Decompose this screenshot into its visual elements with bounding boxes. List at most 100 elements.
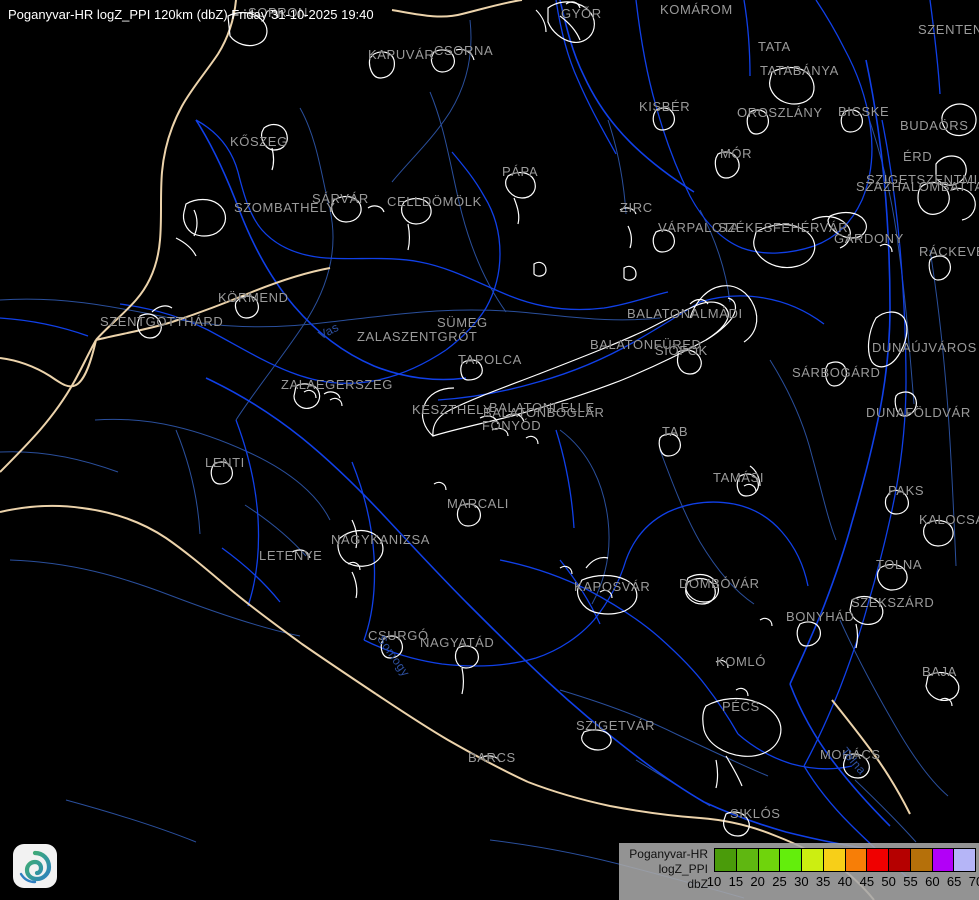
legend-tick-labels: 10 15 20 25 30 35 40 45 50 55 60 65 70 (707, 874, 979, 894)
legend-swatch (889, 849, 911, 871)
city-label: KOMÁROM (660, 2, 733, 17)
legend-tick: 60 (925, 874, 940, 889)
city-label: DUNAÚJVÁROS (872, 340, 977, 355)
city-label: SOPRON (248, 5, 308, 20)
legend-swatch (954, 849, 975, 871)
city-label: BUDAÖRS (900, 118, 969, 133)
city-label: SZÁZHALOMBATTA (856, 179, 979, 194)
city-label: TAB (662, 424, 689, 439)
city-label: ZALAEGERSZEG (281, 377, 393, 392)
city-label: CELLDÖMÖLK (387, 194, 482, 209)
legend-tick: 45 (859, 874, 875, 889)
city-label: SZENTGOTTHÁRD (100, 314, 224, 329)
city-label: ÉRD (903, 149, 933, 164)
city-label: NAGYATÁD (420, 635, 495, 650)
city-label: GYŐR (561, 6, 602, 21)
city-label: NAGYKANIZSA (331, 532, 431, 547)
major-rivers-layer (195, 0, 891, 851)
city-label: SZEKSZÁRD (851, 595, 935, 610)
legend-tick: 40 (837, 874, 853, 889)
city-label: KAPOSVÁR (574, 579, 651, 594)
legend-color-swatches (714, 848, 976, 872)
legend-swatch (736, 849, 759, 871)
city-label: SÁRBOGÁRD (792, 365, 881, 380)
city-label: SZOMBATHELY (234, 200, 336, 215)
legend-swatch (867, 849, 889, 871)
legend-tick: 50 (881, 874, 896, 889)
county-boundary-layer (0, 0, 941, 879)
legend-swatch (758, 849, 781, 871)
city-label: SZIGETVÁR (576, 718, 656, 733)
city-label: SZIGETSZENTMI (866, 172, 978, 187)
city-label: CSURGÓ (368, 628, 429, 643)
city-label: BICSKE (838, 104, 890, 119)
legend-tick: 65 (946, 874, 962, 889)
city-label: KAPUVÁR (368, 47, 435, 62)
city-label: ZALASZENTGRÓT (357, 329, 478, 344)
city-label: PÉCS (722, 699, 760, 714)
city-label: SÜMEG (437, 315, 488, 330)
legend-tick: 15 (728, 874, 744, 889)
legend-tick: 25 (772, 874, 787, 889)
national-border-layer (0, 0, 911, 900)
city-label: BALATONFÜRED (590, 337, 702, 352)
city-label: SIKLÓS (730, 806, 781, 821)
city-label: TAMÁSI (713, 470, 765, 485)
city-label: BALATONALMÁDI (627, 306, 743, 321)
legend-tick: 35 (815, 874, 831, 889)
legend-tick: 20 (750, 874, 765, 889)
city-label: VÁRPALOTA (658, 220, 740, 235)
legend-swatch (932, 849, 955, 871)
city-label: LETENYE (259, 548, 323, 563)
urban-area-layer (137, 1, 977, 837)
spiral-logo[interactable] (12, 843, 58, 889)
city-label: TATABÁNYA (760, 63, 839, 78)
city-label: KALOCSA (919, 512, 979, 527)
city-label: BALATONLELLE (489, 400, 595, 415)
page-title: Poganyvar-HR logZ_PPI 120km (dbZ) Friday… (8, 7, 374, 22)
legend-swatch (910, 849, 933, 871)
legend-tick: 30 (794, 874, 809, 889)
city-label: MOHÁCS (820, 747, 881, 762)
city-label: PAKS (888, 483, 925, 498)
city-label: KESZTHELY (412, 402, 493, 417)
city-label: RÁCKEVE (919, 244, 979, 259)
city-label: SÁRVÁR (312, 191, 369, 206)
spiral-logo-icon (13, 844, 57, 888)
city-label: OROSZLÁNY (737, 105, 823, 120)
city-label: KŐSZEG (230, 134, 288, 149)
color-scale-legend: Poganyvar-HR logZ_PPI dbZ 10 15 20 25 30 35 40… (619, 843, 979, 900)
city-label: TAPOLCA (458, 352, 522, 367)
city-label: LENTI (205, 455, 245, 470)
city-label: PÁPA (502, 164, 539, 179)
city-label: KISBÉR (639, 99, 691, 114)
city-label: BALATONBOGLÁR (483, 405, 605, 420)
legend-text-block: Poganyvar-HR logZ_PPI dbZ (623, 847, 708, 892)
city-label: CSORNA (434, 43, 494, 58)
city-label: KÖRMEND (218, 290, 289, 305)
city-label: BONYHÁD (786, 609, 855, 624)
city-label: SZÉKESFEHÉRVÁR (718, 220, 849, 235)
city-label: ZIRC (620, 200, 653, 215)
city-label: SIÓFOK (655, 343, 708, 358)
city-label: DOMBÓVÁR (679, 576, 760, 591)
legend-swatch (715, 849, 737, 871)
legend-tick: 55 (903, 874, 918, 889)
legend-swatch (780, 849, 802, 871)
city-label: GARDONY (834, 231, 904, 246)
city-label: MÓR (720, 146, 753, 161)
legend-swatch (845, 849, 868, 871)
city-label: SZENTEND (918, 22, 979, 37)
city-label: FONYÓD (482, 418, 542, 433)
city-label: MARCALI (447, 496, 509, 511)
city-label: DUNAFÖLDVÁR (866, 405, 971, 420)
legend-tick: 70 (968, 874, 979, 889)
city-label: TOLNA (876, 557, 923, 572)
legend-swatch (802, 849, 824, 871)
legend-swatch (823, 849, 846, 871)
legend-unit-label: dbZ (687, 877, 708, 891)
legend-tick: 10 (706, 874, 722, 889)
city-label: KOMLÓ (716, 654, 766, 669)
